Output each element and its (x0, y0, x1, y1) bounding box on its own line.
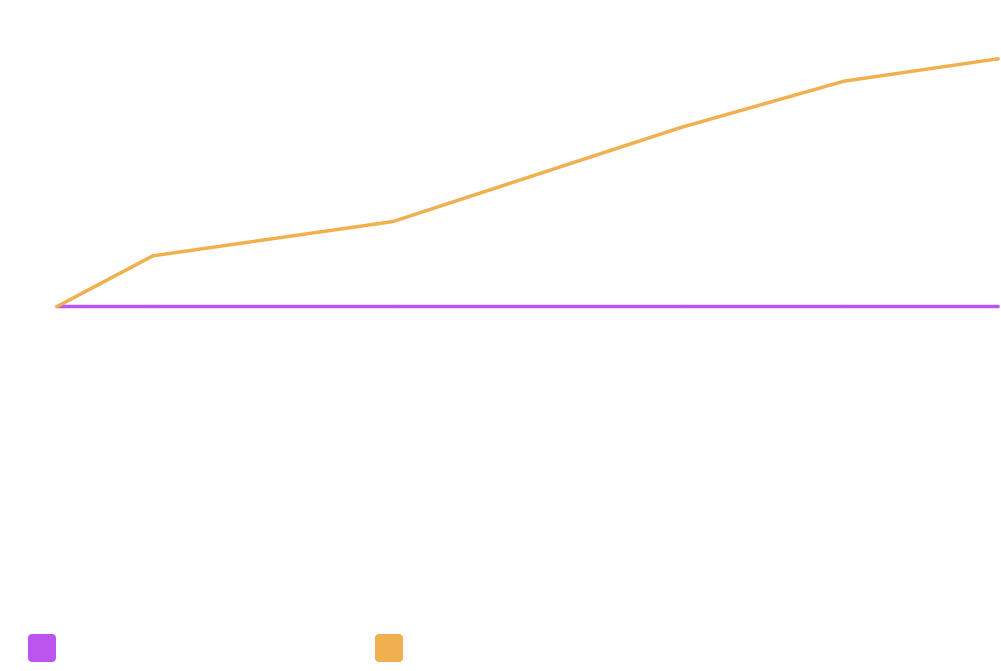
series-1-point-3 (391, 304, 395, 309)
series-1-point-6 (996, 304, 1000, 309)
legend-swatch-series-2 (375, 634, 403, 662)
series-2-point-6 (996, 57, 1000, 61)
series-2-point-4 (679, 125, 683, 129)
series-2-point-1 (55, 304, 59, 309)
series-2-point-3 (391, 219, 395, 224)
series-2-point-2 (151, 254, 155, 258)
legend-item-series-2[interactable] (375, 634, 411, 662)
legend-item-series-1[interactable] (28, 634, 64, 662)
series-1-point-4 (679, 304, 683, 309)
series-layer (55, 57, 1000, 309)
series-1-point-5 (842, 304, 847, 309)
series-1-point-2 (151, 304, 155, 309)
legend (28, 634, 928, 662)
series-2-point-5 (842, 79, 847, 83)
series-line-2 (55, 57, 1000, 309)
legend-swatch-series-1 (28, 634, 56, 662)
